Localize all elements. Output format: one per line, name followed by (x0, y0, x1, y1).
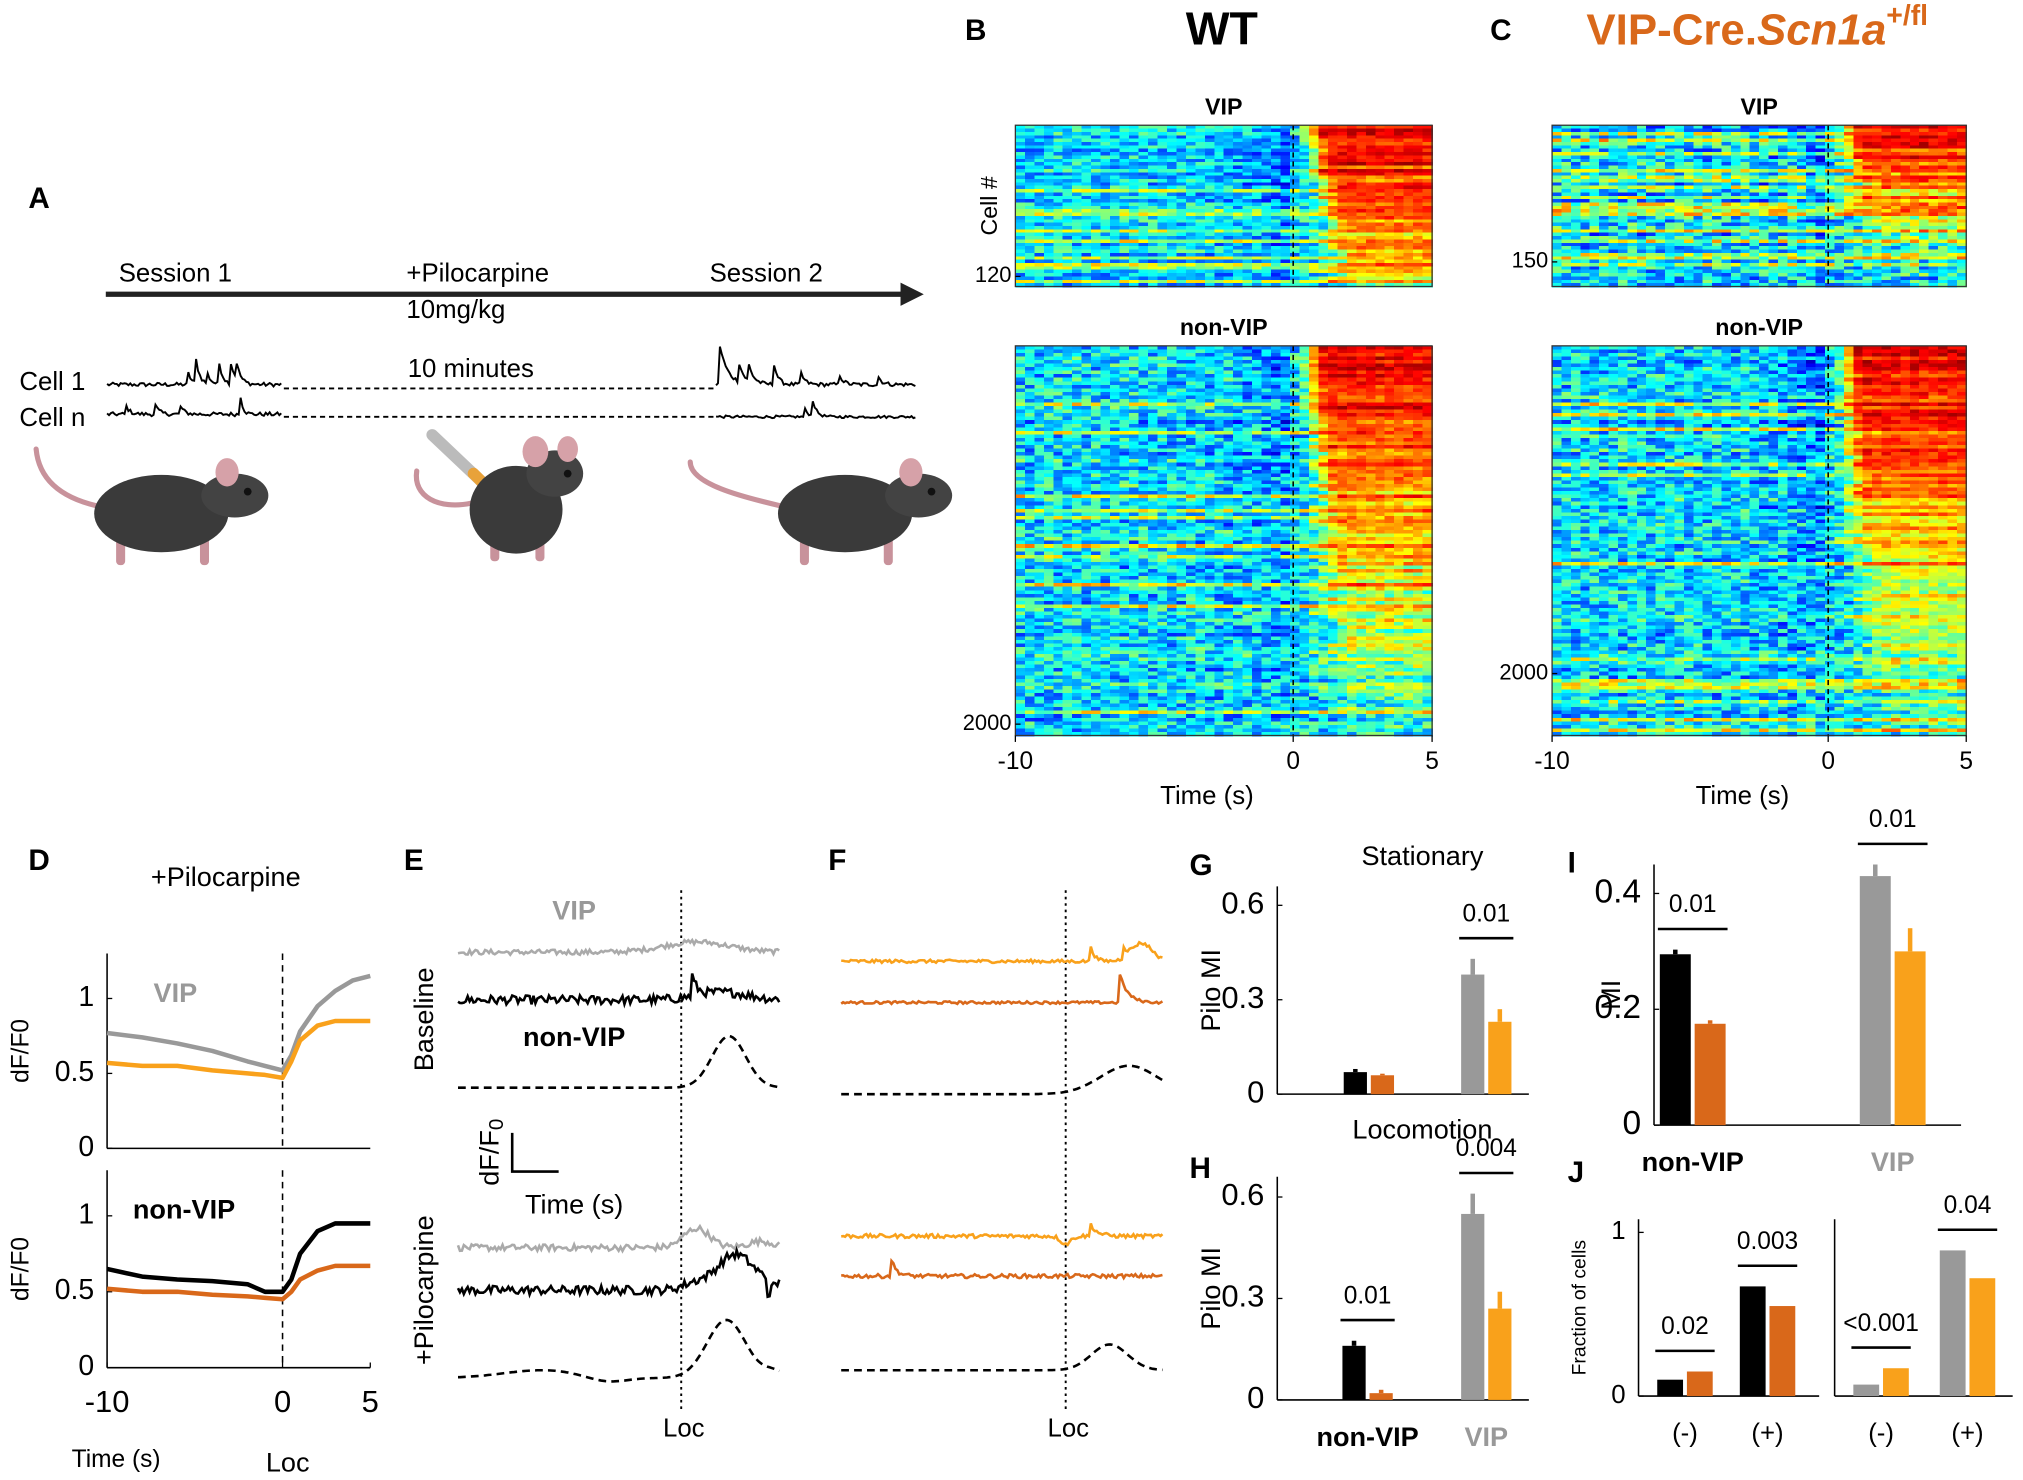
panel-label: H (1190, 1152, 1211, 1185)
panel-label: B (965, 14, 986, 47)
onset-label: Loc (1047, 1414, 1089, 1442)
trace-label: VIP (552, 894, 596, 925)
panel-label: I (1568, 846, 1576, 879)
trace-label: non-VIP (523, 1021, 625, 1052)
scale-label-part: 0 (485, 1119, 508, 1130)
condition-label: +Pilocarpine (408, 1215, 439, 1365)
title-part: VIP-Cre. (1586, 5, 1757, 54)
heatmap (1015, 125, 1433, 287)
panel-label: C (1490, 14, 1511, 47)
condition-label: Baseline (408, 967, 439, 1071)
cell-label: Cell n (19, 404, 85, 432)
panel-label: D (28, 844, 49, 877)
panel-label: G (1190, 849, 1213, 882)
panel-label: F (828, 844, 846, 877)
heatmap-title: VIP (1205, 94, 1242, 120)
scale-label-part: dF/F (474, 1130, 505, 1186)
heatmap (1015, 346, 1433, 736)
group-title: VIP-Cre.Scn1a+/fl (1586, 0, 1928, 54)
panel-label: J (1568, 1156, 1585, 1189)
cell-label: Cell 1 (19, 368, 85, 396)
title-part: Scn1a (1757, 5, 1886, 54)
onset-label: Loc (663, 1414, 705, 1442)
scale-label: Time (s) (525, 1189, 623, 1220)
dose-label: 10mg/kg (406, 296, 505, 324)
session-label: Session 2 (710, 260, 823, 288)
y-axis-label: Cell # (976, 176, 1002, 235)
title-part: +/fl (1886, 0, 1928, 31)
drug-label: +Pilocarpine (406, 260, 549, 288)
panel-label: E (404, 844, 424, 877)
panel-label: A (28, 182, 49, 215)
session-label: Session 1 (119, 260, 232, 288)
interval-label: 10 minutes (408, 355, 534, 383)
group-title: WT (1186, 3, 1258, 55)
y-tick-label: 120 (975, 262, 1012, 287)
